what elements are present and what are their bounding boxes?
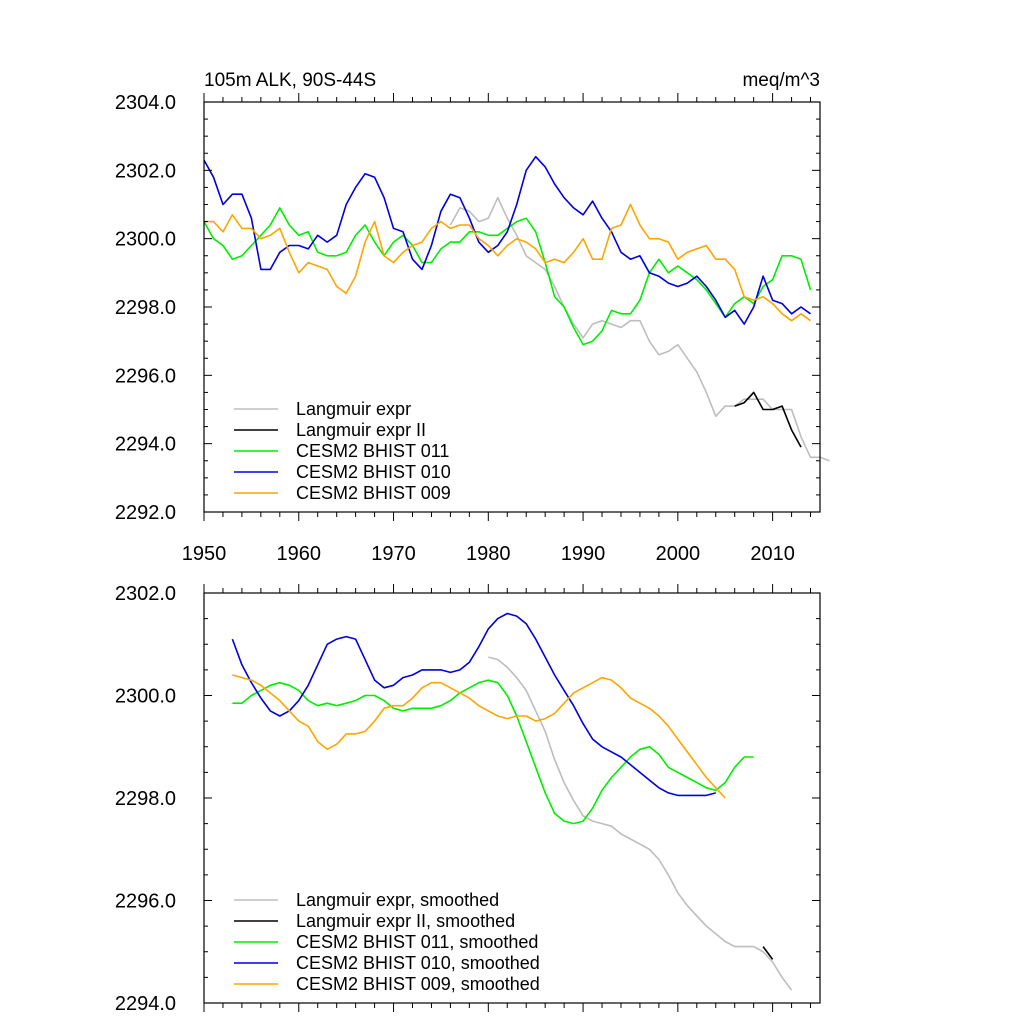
legend-label-b011: CESM2 BHIST 011, smoothed <box>296 932 538 952</box>
x-tick-label: 2010 <box>750 543 795 565</box>
y-tick-label: 2296.0 <box>115 891 176 913</box>
chart-title: 105m ALK, 90S-44S <box>204 70 376 91</box>
top-panel: 2292.0 2294.0 2296.0 2298.0 2300.0 2302.0 2304… <box>115 70 830 565</box>
x-tick-label: 1960 <box>277 543 322 565</box>
series-line-langmuir2 <box>762 946 774 960</box>
x-tick-label: 1950 <box>182 543 227 565</box>
y-tick-label: 2302.0 <box>115 583 176 605</box>
legend-label-b009: CESM2 BHIST 009 <box>296 483 451 503</box>
legend-label-langmuir2: Langmuir expr II <box>296 420 426 440</box>
y-tick-label: 2298.0 <box>115 297 176 319</box>
y-tick-label: 2298.0 <box>115 788 176 810</box>
series-line-langmuir2 <box>734 391 802 448</box>
y-tick-label: 2294.0 <box>115 434 176 456</box>
series-line-b010 <box>203 155 811 325</box>
legend-label-b009: CESM2 BHIST 009, smoothed <box>296 974 540 994</box>
legend-label-b010: CESM2 BHIST 010 <box>296 462 451 482</box>
series-line-b009 <box>232 674 726 799</box>
legend-label-langmuir: Langmuir expr <box>296 399 411 419</box>
y-tick-label: 2300.0 <box>115 229 176 251</box>
units-label: meq/m^3 <box>742 70 820 91</box>
legend-label-b010: CESM2 BHIST 010, smoothed <box>296 953 540 973</box>
series-line-b011 <box>203 207 812 346</box>
x-tick-label: 1980 <box>466 543 511 565</box>
series-line-b010 <box>231 612 717 797</box>
y-tick-label: 2294.0 <box>115 993 176 1015</box>
legend-label-b011: CESM2 BHIST 011 <box>296 441 449 461</box>
y-tick-label: 2296.0 <box>115 365 176 387</box>
x-tick-label: 1970 <box>371 543 416 565</box>
x-tick-label: 2000 <box>656 543 701 565</box>
y-tick-label: 2300.0 <box>115 686 176 708</box>
legend-label-langmuir2: Langmuir expr II, smoothed <box>296 911 515 931</box>
y-tick-label: 2302.0 <box>115 160 176 182</box>
series-line-b011 <box>232 679 754 825</box>
x-tick-label: 1990 <box>561 543 606 565</box>
bottom-panel: 2294.0 2296.0 2298.0 2300.0 2302.0 Langmuir e… <box>115 583 821 1015</box>
y-tick-label: 2292.0 <box>115 502 176 524</box>
series-line-langmuir <box>488 656 793 991</box>
series-line-langmuir <box>449 196 830 462</box>
legend-label-langmuir: Langmuir expr, smoothed <box>296 890 499 910</box>
y-tick-label: 2304.0 <box>115 92 176 114</box>
series-line-b009 <box>204 203 811 322</box>
